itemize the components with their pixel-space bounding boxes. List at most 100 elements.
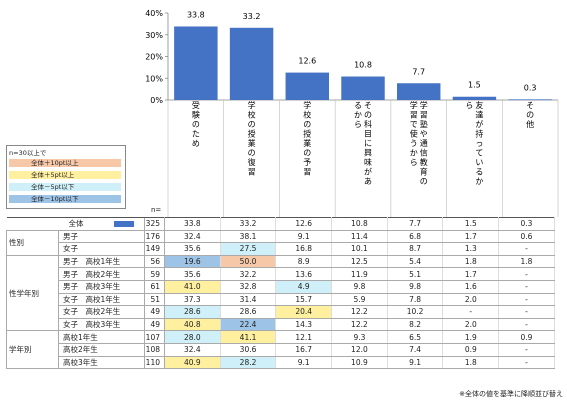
row-n: 110 [144, 355, 165, 370]
table-cell: 32.4 [164, 229, 221, 244]
category-label: その科目に興味があるから [354, 101, 372, 186]
table-cell: - [498, 267, 555, 281]
bar-chart: 0% 10% 20% 30% 40% 33.8 33.2 12.6 10.8 7.7 1.5 0.3 受… [145, 9, 559, 217]
y-tick-label: 10% [145, 74, 163, 83]
table-cell: 9.8 [387, 279, 444, 294]
table-cell: 32.4 [164, 342, 221, 357]
table-cell: 11.9 [331, 267, 388, 281]
table-cell: - [498, 292, 555, 307]
table-cell: 1.8 [498, 254, 555, 269]
table-cell: 28.0 [164, 330, 221, 344]
table-cell: 1.8 [442, 254, 500, 269]
table-cell: 0.9 [498, 330, 555, 344]
table-cell: 12.5 [331, 254, 388, 269]
table-cell: 8.2 [387, 317, 444, 332]
bar [452, 96, 497, 100]
category-label: 受験のため [192, 100, 200, 148]
row-n: 107 [144, 330, 165, 344]
data-label: 33.8 [187, 10, 205, 19]
bar [508, 99, 552, 101]
data-table: 全体 325 33.8 33.2 12.6 10.8 7.7 1.5 0.3 性別 男子 176 32.… [6, 217, 555, 370]
table-cell: 12.2 [331, 305, 388, 319]
table-cell: 10.9 [331, 355, 388, 370]
row-n: 59 [144, 267, 165, 281]
table-cell: 33.2 [220, 217, 277, 231]
table-cell: 28.6 [164, 305, 221, 319]
table-cell: - [498, 317, 555, 332]
table-cell: 12.2 [331, 317, 388, 332]
bar [174, 26, 218, 100]
table-cell: 14.3 [275, 317, 333, 332]
table-row: 性学年別 男子 高校1年生 56 19.6 50.0 8.9 12.5 5.4 1.8 1.8 [6, 254, 555, 332]
table-cell: 30.6 [220, 342, 277, 357]
row-n: 56 [144, 254, 165, 269]
table-cell: - [498, 305, 555, 319]
bar [229, 27, 274, 100]
y-tick-label: 40% [145, 9, 163, 18]
table-cell: 1.6 [442, 279, 500, 294]
table-cell: 27.5 [220, 242, 277, 256]
table-row: 高校2年生 108 32.4 30.6 16.7 12.0 7.4 0.9- [7, 342, 555, 357]
group-label: 性学年別 [6, 254, 59, 332]
legend-label: 全体－5pt以下 [31, 183, 75, 191]
table-cell: 0.6 [498, 229, 555, 244]
table-cell: 5.1 [387, 267, 444, 281]
table-cell: 10.8 [331, 217, 388, 231]
table-row: 男子 高校3年生 61 41.0 32.8 4.9 9.8 9.8 1.6- [7, 279, 555, 294]
footnote: ※全体の値を基準に降順並び替え [459, 390, 563, 398]
table-cell: - [498, 279, 555, 294]
table-cell: 41.0 [164, 279, 221, 294]
table-row: 全体 325 33.8 33.2 12.6 10.8 7.7 1.5 0.3 [6, 217, 555, 231]
table-row: 女子 高校2年生 49 28.6 28.6 20.4 12.2 10.2- - [7, 305, 555, 319]
table-cell: 9.1 [275, 229, 333, 244]
row-label: 女子 高校1年生 [58, 292, 145, 307]
row-n: 49 [144, 317, 165, 332]
table-cell: 50.0 [220, 254, 277, 269]
table-cell: 33.8 [164, 217, 221, 231]
legend-swatch [9, 195, 121, 203]
table-cell: 5.9 [331, 292, 388, 307]
table-cell: 12.6 [275, 217, 333, 231]
table-cell: 22.4 [220, 317, 277, 332]
table-row: 性別 男子 176 32.4 38.1 9.1 11.4 6.8 1.7 0.6 [6, 229, 555, 256]
table-cell: 9.1 [275, 355, 333, 370]
total-swatch [113, 221, 134, 228]
legend-label: 全体＋10pt以上 [31, 159, 79, 167]
bar [341, 76, 385, 100]
row-label: 男子 [58, 229, 145, 244]
table-cell: 2.0 [442, 292, 500, 307]
table-cell: 1.7 [442, 267, 500, 281]
table-cell: 9.1 [387, 355, 444, 370]
table-cell: 1.8 [442, 355, 500, 370]
table-cell: 28.2 [220, 355, 277, 370]
table-cell: 0.3 [498, 217, 555, 231]
data-label: 1.5 [468, 81, 481, 90]
table-cell: 20.4 [275, 305, 333, 319]
legend-swatch [9, 171, 121, 179]
category-label: 学習塾や通信教育の学習で使うから [410, 100, 428, 186]
row-n: 49 [144, 305, 165, 319]
table-cell: 12.1 [275, 330, 333, 344]
legend-title: n=30以上で [9, 149, 47, 157]
row-label: 男子 高校2年生 [58, 267, 145, 281]
bar [285, 72, 330, 100]
table-cell: 32.2 [220, 267, 277, 281]
data-label: 10.8 [354, 61, 372, 70]
table-cell: 31.4 [220, 292, 277, 307]
table-cell: 8.7 [387, 242, 444, 256]
table-cell: 6.5 [387, 330, 444, 344]
table-cell: 1.7 [442, 229, 500, 244]
data-label: 12.6 [298, 57, 316, 66]
row-label: 女子 高校2年生 [58, 305, 145, 319]
data-label: 7.7 [412, 67, 425, 76]
data-label: 33.2 [243, 12, 261, 21]
table-cell: 16.8 [275, 242, 333, 256]
table-cell: 7.7 [387, 217, 444, 231]
table-cell: 0.9 [442, 342, 500, 357]
table-cell: 10.1 [331, 242, 388, 256]
category-label: 学校の授業の復習 [248, 100, 256, 177]
table-row: 男子 高校2年生 59 35.6 32.2 13.6 11.9 5.1 1.7- [7, 267, 555, 281]
table-cell: 13.6 [275, 267, 333, 281]
table-cell: 7.8 [387, 292, 444, 307]
group-label: 学年別 [6, 330, 59, 370]
